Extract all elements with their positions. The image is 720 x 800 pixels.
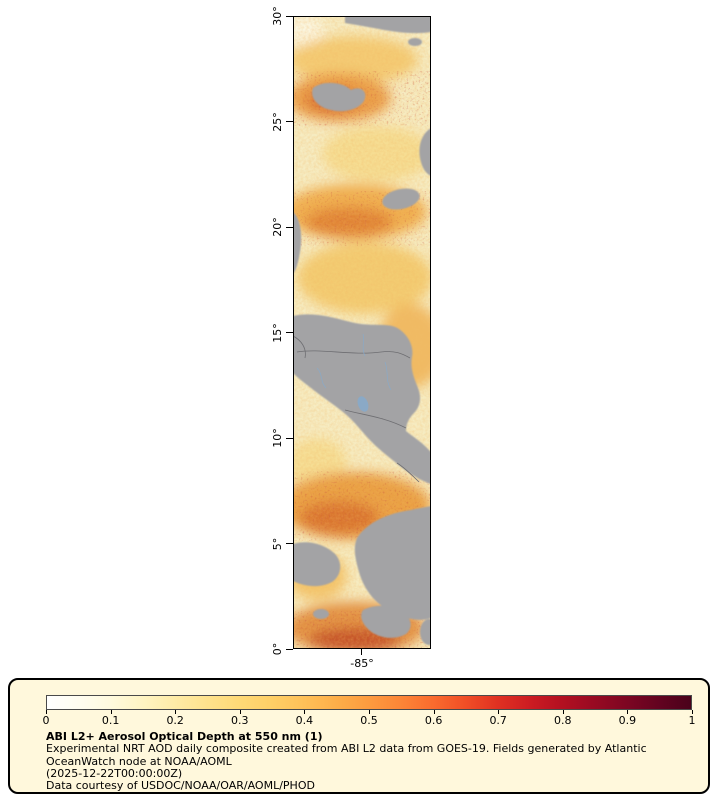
colorbar-tick-mark	[369, 710, 370, 714]
lat-tick-label: 0°	[271, 642, 284, 656]
map-border	[293, 16, 431, 649]
lat-tick-label: 25°	[271, 111, 284, 132]
lat-tick-label: 30°	[271, 6, 284, 26]
colorbar-tick-mark	[304, 710, 306, 714]
caption-line: OceanWatch node at NOAA/AOML	[46, 754, 232, 768]
colorbar-tick-label: 0.2	[166, 714, 184, 727]
colorbar-tick-mark	[46, 710, 47, 714]
colorbar-tick-label: 0.7	[489, 714, 507, 727]
lat-tick-label: 5°	[271, 537, 284, 550]
figure-caption: ABI L2+ Aerosol Optical Depth at 550 nm …	[46, 730, 647, 793]
colorbar-tick-label: 0.1	[101, 714, 120, 727]
colorbar-tick-label: 1	[688, 714, 696, 727]
lat-tick-mark	[286, 648, 293, 650]
colorbar-tick-label: 0.8	[554, 714, 572, 727]
lon-tick-label: -85°	[350, 657, 374, 670]
caption-line: Data courtesy of USDOC/NOAA/OAR/AOML/PHO…	[46, 779, 315, 793]
lat-tick-mark	[286, 437, 293, 439]
colorbar-tick-mark	[433, 710, 435, 714]
lat-tick-label: 10°	[271, 428, 284, 448]
lat-tick-mark	[286, 332, 293, 333]
colorbar-tick-mark	[110, 710, 112, 714]
colorbar-tick-label: 0.4	[295, 714, 314, 727]
country-borders	[293, 335, 420, 483]
colorbar-tick-mark	[175, 710, 177, 714]
lat-tick-mark	[286, 543, 293, 544]
colorbar-tick-mark	[498, 710, 500, 714]
colorbar: 0 0.1 0.2 0.3 0.4 0.5 0.6 0.7 0.8 0.9 1	[42, 695, 696, 730]
aod-map-canvas	[293, 16, 431, 649]
colorbar-panel: 0 0.1 0.2 0.3 0.4 0.5 0.6 0.7 0.8 0.9 1 ABI L2+ Ae…	[8, 678, 710, 794]
lat-tick-mark	[286, 15, 293, 17]
colorbar-ticks: 0 0.1 0.2 0.3 0.4 0.5 0.6 0.7 0.8 0.9 1	[42, 710, 696, 730]
lat-tick-label: 15°	[271, 322, 284, 343]
colorbar-tick-label: 0	[42, 714, 50, 727]
colorbar-tick-label: 0.3	[231, 714, 249, 727]
colorbar-tick-mark	[627, 710, 629, 714]
colorbar-tick-label: 0.9	[618, 714, 637, 727]
colorbar-tick-mark	[692, 710, 693, 714]
caption-line: (2025-12-22T00:00:00Z)	[46, 766, 183, 780]
colorbar-tick-mark	[562, 710, 564, 714]
colorbar-tick-label: 0.5	[360, 714, 378, 727]
lake-nicaragua	[357, 396, 369, 412]
lat-tick-label: 20°	[271, 217, 284, 237]
rivers	[316, 333, 392, 391]
lon-tick-mark	[361, 649, 362, 655]
lat-tick-mark	[286, 226, 293, 228]
map-frame	[293, 16, 431, 649]
lat-tick-mark	[286, 121, 293, 122]
colorbar-tick-mark	[239, 710, 241, 714]
colorbar-tick-label: 0.6	[424, 714, 443, 727]
colorbar-gradient-bar	[46, 695, 692, 710]
caption-line: Experimental NRT AOD daily composite cre…	[46, 742, 647, 756]
caption-title: ABI L2+ Aerosol Optical Depth at 550 nm …	[46, 730, 323, 743]
